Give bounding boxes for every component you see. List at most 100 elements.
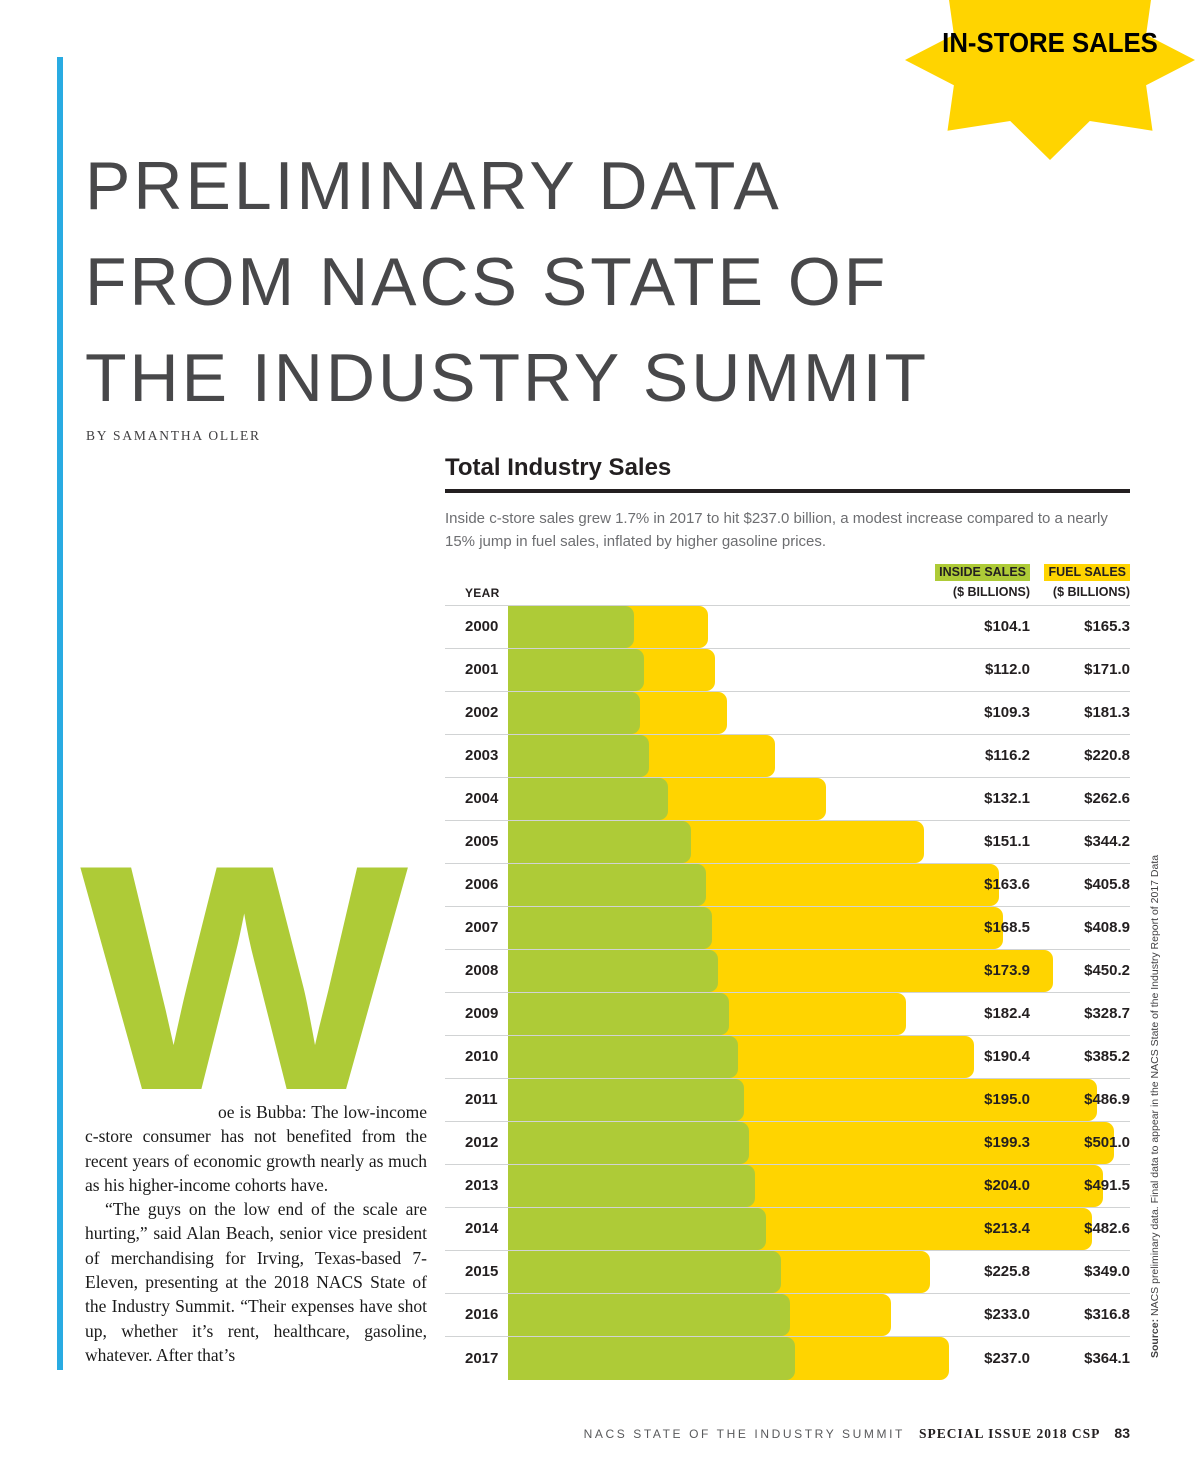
page-title-line-3: THE INDUSTRY SUMMIT <box>85 340 930 416</box>
inside-sales-value: $204.0 <box>984 1177 1030 1194</box>
year-label: 2017 <box>465 1349 499 1367</box>
inside-sales-bar <box>508 1207 766 1250</box>
chart-row: 2008 $173.9 $450.2 <box>445 949 1130 993</box>
source-text: NACS preliminary data. Final data to app… <box>1149 854 1161 1319</box>
inside-sales-value: $233.0 <box>984 1306 1030 1323</box>
chart-row: 2006 $163.6 $405.8 <box>445 863 1130 907</box>
article-paragraph: oe is Bubba: The low-income c-store cons… <box>85 1102 427 1195</box>
year-label: 2000 <box>465 618 499 635</box>
chart-row: 2016 $233.0 $316.8 <box>445 1293 1130 1337</box>
inside-sales-value: $163.6 <box>984 876 1030 893</box>
fuel-sales-header-chip: FUEL SALES <box>1044 563 1130 582</box>
chart-rows: 2000 $104.1 $165.3 2001 $112.0 $171.0 2002 $109… <box>445 605 1130 1380</box>
inside-sales-value: $195.0 <box>984 1091 1030 1108</box>
fuel-sales-value: $220.8 <box>1084 747 1130 764</box>
fuel-sales-value: $405.8 <box>1084 876 1130 893</box>
chart-title-rule <box>445 489 1130 493</box>
year-label: 2004 <box>465 790 499 807</box>
chart-row: 2005 $151.1 $344.2 <box>445 820 1130 864</box>
fuel-sales-value: $262.6 <box>1084 790 1130 807</box>
inside-sales-value: $199.3 <box>984 1134 1030 1151</box>
source-label: Source: <box>1149 1318 1161 1358</box>
inside-sales-value: $237.0 <box>984 1349 1030 1367</box>
chart-title: Total Industry Sales <box>445 454 672 481</box>
inside-sales-bar <box>508 1336 795 1380</box>
fuel-sales-value: $501.0 <box>1084 1134 1130 1151</box>
inside-sales-bar <box>508 1078 744 1121</box>
footer-issue-text: SPECIAL ISSUE 2018 CSP <box>918 1426 1101 1441</box>
footer-summit-text: NACS STATE OF THE INDUSTRY SUMMIT <box>583 1427 905 1441</box>
year-label: 2009 <box>465 1005 499 1022</box>
chart-row: 2010 $190.4 $385.2 <box>445 1035 1130 1079</box>
inside-sales-unit: ($ BILLIONS) <box>952 584 1030 599</box>
year-label: 2002 <box>465 704 499 721</box>
year-label: 2001 <box>465 661 499 678</box>
inside-sales-header-chip: INSIDE SALES <box>935 563 1030 582</box>
year-label: 2015 <box>465 1263 499 1280</box>
inside-sales-value: $109.3 <box>984 704 1030 721</box>
total-industry-sales-chart: Total Industry Sales Inside c-store sale… <box>445 455 1130 1380</box>
inside-sales-bar <box>508 1121 749 1164</box>
year-label: 2003 <box>465 747 499 764</box>
inside-sales-value: $213.4 <box>984 1220 1030 1237</box>
year-column-header: YEAR <box>465 585 500 600</box>
fuel-sales-value: $165.3 <box>1084 618 1130 635</box>
chart-row: 2011 $195.0 $486.9 <box>445 1078 1130 1122</box>
left-accent-rule <box>57 57 63 1370</box>
fuel-sales-value: $408.9 <box>1084 919 1130 936</box>
inside-sales-bar <box>508 906 712 949</box>
inside-sales-value: $104.1 <box>984 618 1030 635</box>
page-footer: NACS STATE OF THE INDUSTRY SUMMIT SPECIA… <box>584 1425 1130 1442</box>
inside-sales-value: $112.0 <box>984 661 1030 678</box>
chart-row: 2012 $199.3 $501.0 <box>445 1121 1130 1165</box>
year-label: 2012 <box>465 1134 499 1151</box>
year-label: 2014 <box>465 1220 499 1237</box>
inside-sales-bar <box>508 992 729 1035</box>
inside-sales-bar <box>508 1164 755 1207</box>
chart-row: 2001 $112.0 $171.0 <box>445 648 1130 692</box>
chart-row: 2003 $116.2 $220.8 <box>445 734 1130 778</box>
year-label: 2010 <box>465 1048 499 1065</box>
inside-sales-bar <box>508 1293 790 1336</box>
fuel-sales-value: $328.7 <box>1084 1005 1130 1022</box>
inside-sales-value: $116.2 <box>984 747 1030 764</box>
inside-sales-value: $173.9 <box>984 962 1030 979</box>
chart-row: 2004 $132.1 $262.6 <box>445 777 1130 821</box>
inside-sales-bar <box>508 863 706 906</box>
inside-sales-value: $132.1 <box>984 790 1030 807</box>
fuel-sales-value: $349.0 <box>1084 1263 1130 1280</box>
fuel-sales-value: $486.9 <box>1084 1091 1130 1108</box>
badge-label: IN-STORE SALES <box>942 27 1158 58</box>
inside-sales-value: $182.4 <box>984 1005 1030 1022</box>
inside-sales-value: $168.5 <box>984 919 1030 936</box>
article-paragraph: “The guys on the low end of the scale ar… <box>85 1199 427 1365</box>
chart-row: 2015 $225.8 $349.0 <box>445 1250 1130 1294</box>
year-label: 2016 <box>465 1306 499 1323</box>
inside-sales-bar <box>508 1035 738 1078</box>
in-store-sales-badge: IN-STORE SALES <box>900 0 1200 165</box>
page-title-line-2: FROM NACS STATE OF <box>85 244 889 320</box>
chart-row: 2000 $104.1 $165.3 <box>445 605 1130 649</box>
chart-row: 2002 $109.3 $181.3 <box>445 691 1130 735</box>
chart-description: Inside c-store sales grew 1.7% in 2017 t… <box>445 510 1108 551</box>
fuel-sales-value: $364.1 <box>1084 1349 1130 1367</box>
inside-sales-bar <box>508 1250 781 1293</box>
year-label: 2007 <box>465 919 499 936</box>
inside-sales-bar <box>508 734 649 777</box>
inside-sales-bar <box>508 605 634 648</box>
fuel-sales-value: $316.8 <box>1084 1306 1130 1323</box>
fuel-sales-value: $450.2 <box>1084 962 1130 979</box>
chart-source-note: Source: NACS preliminary data. Final dat… <box>1149 854 1161 1358</box>
year-label: 2006 <box>465 876 499 893</box>
fuel-sales-value: $171.0 <box>1084 661 1130 678</box>
chart-row: 2014 $213.4 $482.6 <box>445 1207 1130 1251</box>
chart-row: 2017 $237.0 $364.1 <box>445 1336 1130 1380</box>
drop-cap: W <box>80 799 409 1158</box>
year-label: 2013 <box>465 1177 499 1194</box>
page-title-line-1: PRELIMINARY DATA <box>85 148 782 224</box>
byline: BY SAMANTHA OLLER <box>86 428 261 443</box>
year-label: 2005 <box>465 833 499 850</box>
fuel-sales-value: $344.2 <box>1084 833 1130 850</box>
fuel-sales-value: $482.6 <box>1084 1220 1130 1237</box>
fuel-sales-column-header: FUEL SALES ($ BILLIONS) <box>1044 562 1130 602</box>
